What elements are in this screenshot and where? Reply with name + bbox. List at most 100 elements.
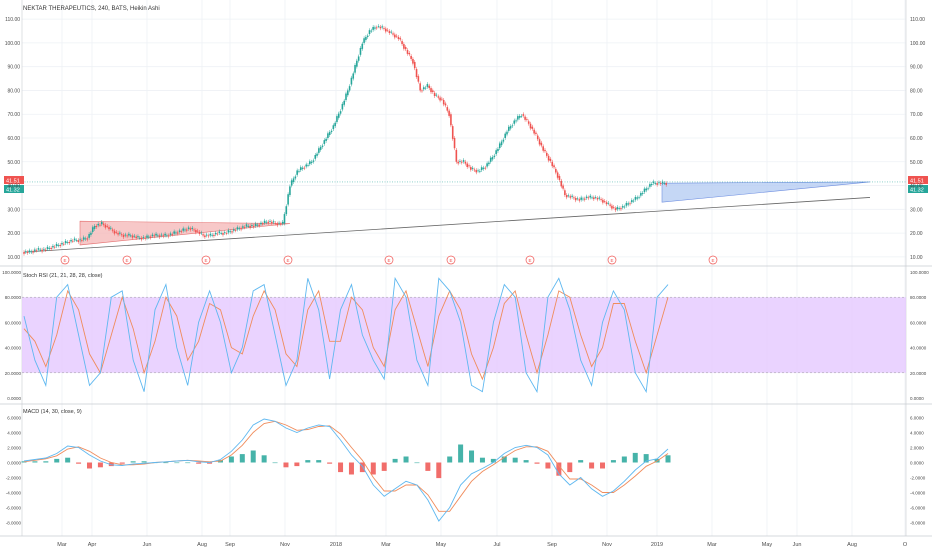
candle-body <box>260 222 262 225</box>
candle-body <box>665 183 667 185</box>
earnings-icon <box>525 255 535 265</box>
candle-body <box>533 129 535 134</box>
candle-body <box>70 239 72 242</box>
candle-body <box>446 107 449 111</box>
macd-axis-right[interactable]: -8.0000 -6.0000 -4.0000 -2.0000 0.0000 2.0000… <box>910 416 926 526</box>
candle-body <box>64 240 67 244</box>
candle-body <box>294 176 297 179</box>
candle-body <box>39 249 42 251</box>
candle-body <box>129 235 132 237</box>
candle-body <box>502 139 505 142</box>
candle-body <box>274 222 277 224</box>
macd-histogram-bar <box>523 460 529 463</box>
stoch-rsi-tick-label: 80.0000 <box>910 295 927 300</box>
candle-body <box>245 224 248 227</box>
candle-body <box>238 228 241 230</box>
candle-body <box>160 234 163 236</box>
candle-body <box>249 225 251 228</box>
candle-body <box>97 223 99 226</box>
price-tick-label: 100.00 <box>5 41 21 47</box>
candle-body <box>341 103 344 110</box>
earnings-label: E <box>286 258 289 263</box>
price-tick-label: 90.00 <box>910 65 923 71</box>
macd-histogram-bar <box>316 460 322 463</box>
candle-body <box>149 236 152 238</box>
earnings-label: E <box>204 258 207 263</box>
macd-histogram-bar <box>21 461 27 463</box>
time-tick-label: Mar <box>707 542 717 548</box>
stoch-rsi-tick-label: 100.0000 <box>2 270 21 275</box>
candle-body <box>535 132 537 134</box>
candle-body <box>582 198 584 200</box>
earnings-icon <box>708 255 718 265</box>
candle-body <box>518 116 521 118</box>
candle-body <box>79 239 81 241</box>
macd-tick-label: 6.0000 <box>910 416 924 421</box>
candle-body <box>384 28 387 32</box>
candle-body <box>120 234 123 236</box>
candle-body <box>350 77 353 85</box>
candle-body <box>325 138 327 141</box>
candle-body <box>520 115 523 117</box>
macd-tick-label: -6.0000 <box>6 506 22 511</box>
candle-body <box>636 197 639 199</box>
stoch-rsi-panel[interactable]: Stoch RSI (21, 21, 28, 28, close) 0.0000… <box>2 270 929 401</box>
candle-body <box>310 161 313 163</box>
candle-body <box>415 69 418 78</box>
candle-body <box>193 229 195 231</box>
candle-body <box>131 235 134 238</box>
stoch-rsi-tick-label: 80.0000 <box>5 295 22 300</box>
candle-body <box>236 227 239 230</box>
macd-histogram-bar <box>610 460 616 463</box>
candle-body <box>278 222 280 224</box>
candle-body <box>623 206 626 208</box>
candle-body <box>328 132 331 136</box>
candle-body <box>184 229 186 231</box>
candle-body <box>395 35 398 37</box>
candle-body <box>372 26 374 30</box>
candle-body <box>52 245 54 248</box>
candle-body <box>171 234 174 236</box>
candle-body <box>406 50 409 54</box>
candle-body <box>453 138 456 149</box>
candle-body <box>35 250 38 252</box>
candle-body <box>229 231 232 233</box>
candle-body <box>231 231 233 233</box>
earnings-icon <box>607 255 617 265</box>
candle-body <box>620 208 622 210</box>
candle-body <box>213 234 215 236</box>
candle-body <box>598 197 601 199</box>
candle-body <box>555 168 557 173</box>
trend-line-drawing[interactable] <box>23 197 871 253</box>
candle-body <box>417 76 420 82</box>
price-axis-right[interactable]: 10.00 20.00 30.00 40.00 50.00 60.00 70.00 80.00… <box>910 17 926 261</box>
candle-body <box>538 139 541 145</box>
candle-body <box>614 208 617 211</box>
candle-body <box>558 176 561 180</box>
candle-body <box>261 223 264 225</box>
candle-body <box>314 154 317 159</box>
candle-body <box>108 227 110 230</box>
candle-body <box>388 31 391 34</box>
blue-triangle-drawing[interactable] <box>661 181 871 203</box>
candle-body <box>477 170 479 172</box>
macd-tick-label: -6.0000 <box>910 506 926 511</box>
candle-body <box>153 235 156 237</box>
candle-body <box>102 223 105 225</box>
candle-body <box>504 133 506 138</box>
candle-body <box>632 200 635 202</box>
candle-body <box>375 27 378 29</box>
price-tick-label: 110.00 <box>910 17 925 23</box>
candle-body <box>506 131 508 135</box>
time-tick-label: May <box>762 542 773 548</box>
stoch-rsi-axis-right[interactable]: 0.0000 20.0000 40.0000 60.0000 80.0000 100.00… <box>910 270 929 401</box>
macd-tick-label: 4.0000 <box>910 431 924 436</box>
price-tick-label: 70.00 <box>7 112 20 118</box>
macd-panel[interactable]: MACD (14, 30, close, 9) -8.0000 -6.0000 -4… <box>6 409 926 526</box>
candle-body <box>392 33 394 35</box>
candle-body <box>397 36 400 39</box>
price-panel[interactable]: E E E E E E E E E NEKTAR THERAPEUTICS, 240, BATS… <box>4 6 928 265</box>
time-axis[interactable]: Mar Apr Jun Aug Sep Nov 2018 Mar May Jul Sep Nov 201… <box>57 542 908 548</box>
macd-tick-label: -8.0000 <box>910 521 926 526</box>
